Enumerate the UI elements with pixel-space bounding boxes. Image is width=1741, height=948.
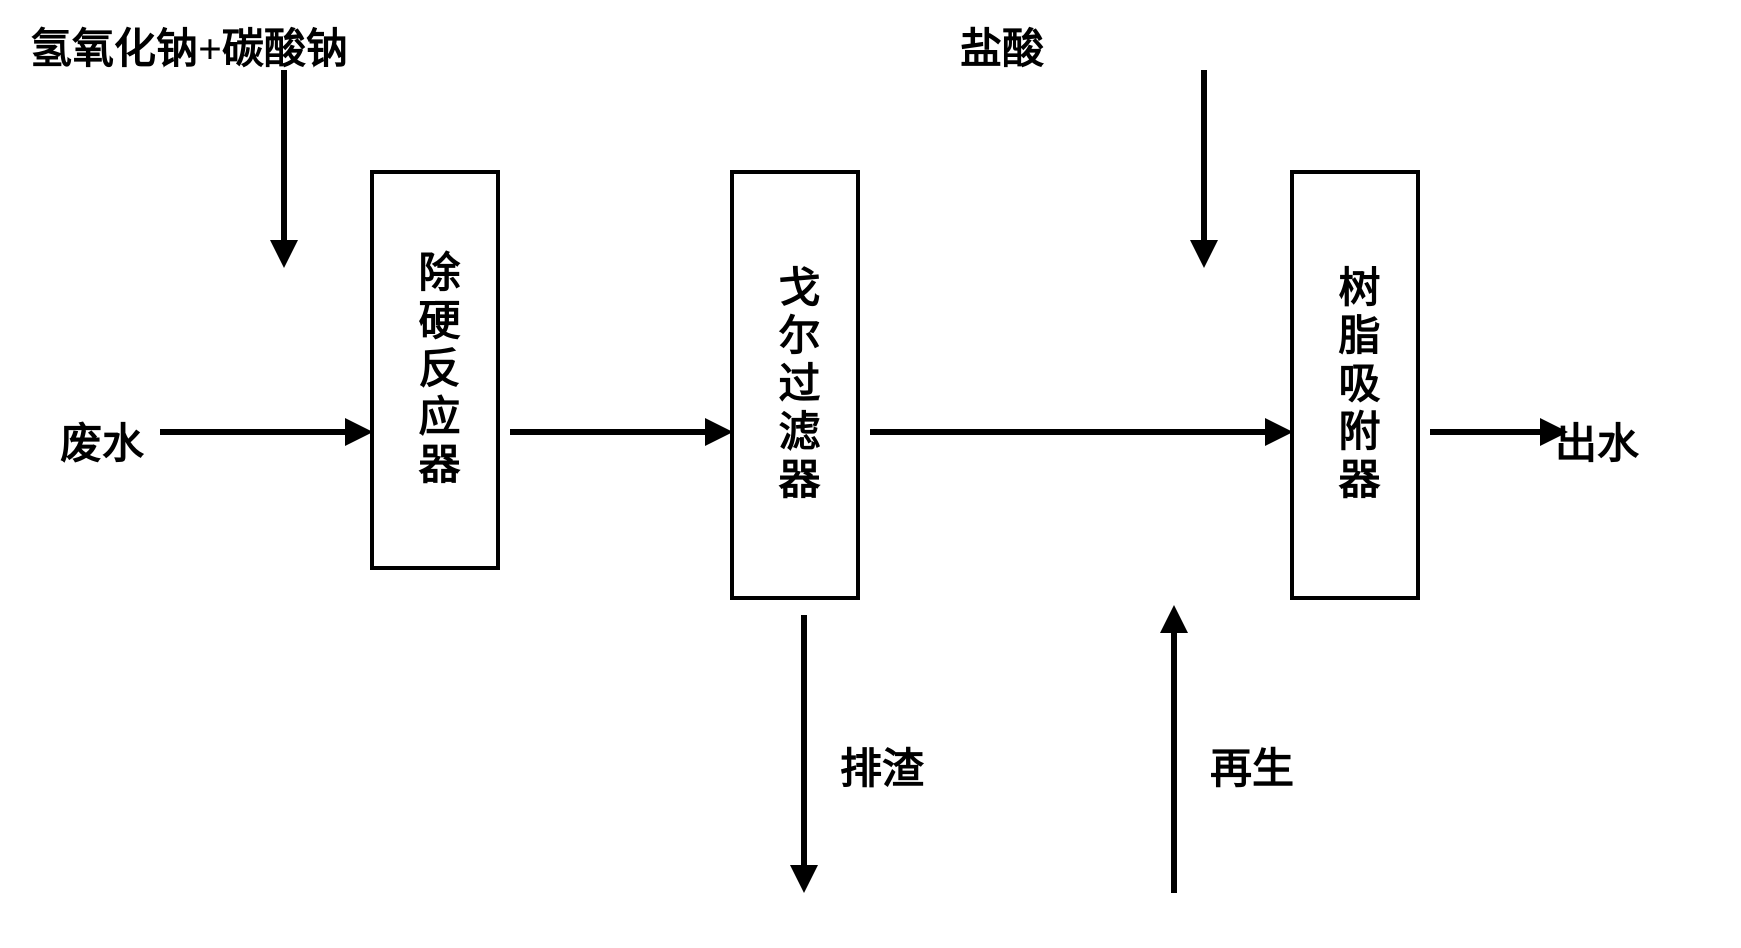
feed-label: 废水 [60,410,144,471]
reagent1-label: 氢氧化钠+碳酸钠 [30,15,348,76]
arrow-reagent1-down [270,70,298,268]
arrow-reagent2-down [1190,70,1218,268]
arrow-filter-to-resin [870,418,1293,446]
reagent2-label: 盐酸 [960,15,1044,76]
filter-box-text: 戈尔过滤器 [774,265,816,505]
slag-label: 排渣 [840,735,924,796]
arrow-slag-down [790,615,818,893]
reactor-box-text: 除硬反应器 [414,250,456,490]
filter-box: 戈尔过滤器 [730,170,860,600]
arrow-feed-to-reactor [160,418,373,446]
resin-box: 树脂吸附器 [1290,170,1420,600]
arrow-regen-up [1160,605,1188,893]
arrow-resin-to-effluent [1430,418,1568,446]
reactor-box: 除硬反应器 [370,170,500,570]
regen-label: 再生 [1210,735,1294,796]
arrow-reactor-to-filter [510,418,733,446]
resin-box-text: 树脂吸附器 [1334,265,1376,505]
